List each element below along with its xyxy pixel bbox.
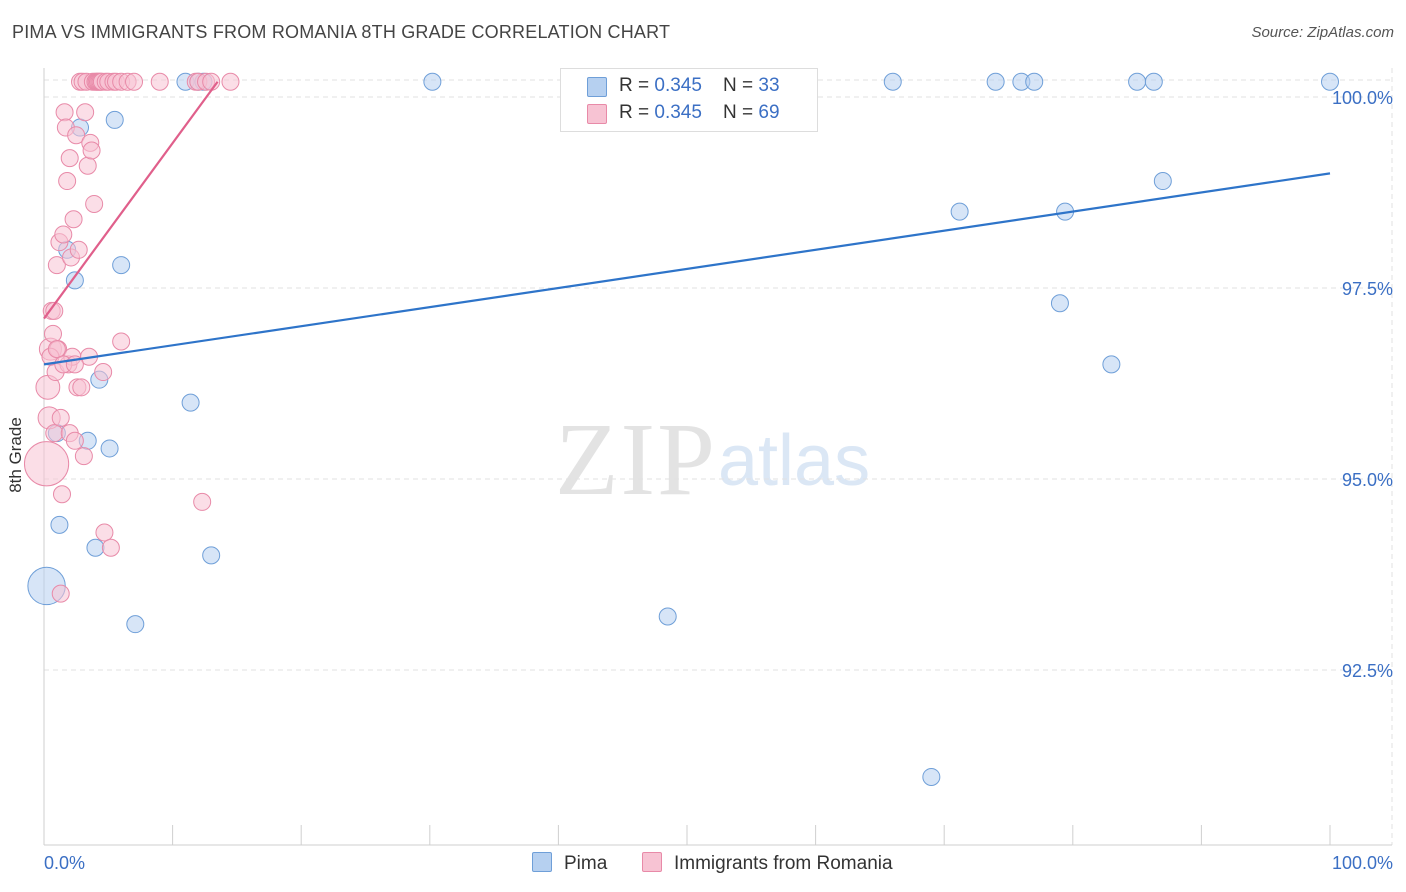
source-label: Source: ZipAtlas.com	[1251, 24, 1394, 41]
romania-point-29	[72, 378, 91, 397]
romania-point-63	[221, 72, 240, 91]
romania-r-label: R =	[619, 102, 655, 123]
pima-point-14	[202, 546, 221, 565]
romania-point-68	[45, 301, 64, 320]
romania-point-46	[94, 363, 113, 382]
pima-point-9	[100, 439, 119, 458]
pima-point-11	[112, 256, 131, 275]
romania-point-56	[125, 72, 144, 91]
pima-point-20	[922, 767, 941, 786]
romania-point-57	[150, 72, 169, 91]
romania-point-6	[45, 424, 64, 443]
romania-point-8	[47, 256, 66, 275]
pima-point-23	[986, 72, 1005, 91]
watermark-zip: ZIP	[555, 402, 717, 517]
pima-point-22	[950, 202, 969, 221]
romania-n-value: 69	[758, 102, 780, 123]
romania-point-34	[78, 156, 97, 175]
romania-point-31	[74, 447, 93, 466]
pima-point-13	[181, 393, 200, 412]
bottom-legend-pima: Pima	[532, 852, 607, 875]
pima-point-32	[1321, 72, 1339, 91]
romania-point-37	[82, 141, 101, 160]
romania-point-20	[60, 149, 79, 168]
romania-point-27	[69, 240, 88, 259]
romania-point-24	[65, 431, 84, 450]
romania-point-14	[54, 225, 73, 244]
romania-point-54	[112, 332, 131, 351]
axes	[43, 68, 1392, 846]
romania-point-0	[23, 441, 70, 487]
pima-trend-line	[43, 172, 1331, 366]
bottom-legend-romania: Immigrants from Romania	[642, 852, 893, 875]
pima-point-3	[65, 271, 84, 290]
pima-point-28	[1102, 355, 1121, 374]
romania-swatch	[587, 104, 607, 124]
pima-point-1	[50, 515, 69, 534]
romania-point-17	[58, 172, 77, 191]
romania-n-label: N =	[723, 102, 759, 123]
chart-title: PIMA VS IMMIGRANTS FROM ROMANIA 8TH GRAD…	[12, 22, 671, 42]
romania-point-32	[76, 103, 95, 122]
pima-swatch	[587, 77, 607, 97]
romania-point-5	[44, 324, 63, 343]
pima-points	[27, 72, 1339, 786]
romania-point-39	[85, 194, 104, 213]
romania-point-15	[55, 103, 74, 122]
pima-point-18	[423, 72, 442, 91]
y-tick-label-2: 95.0%	[1342, 470, 1393, 490]
watermark-atlas: atlas	[718, 421, 871, 501]
romania-point-12	[51, 584, 70, 603]
romania-point-23	[64, 210, 83, 229]
pima-point-12	[126, 615, 145, 634]
y-tick-label-1: 97.5%	[1342, 279, 1393, 299]
romania-point-65	[47, 340, 66, 359]
bottom-pima-swatch	[532, 852, 552, 872]
pima-r-value: 0.345	[654, 75, 702, 96]
romania-point-60	[193, 492, 212, 511]
x-tick-label-start: 0.0%	[44, 853, 85, 873]
y-tick-label-0: 100.0%	[1332, 88, 1393, 108]
tick-labels: 100.0% 97.5% 95.0% 92.5% 0.0% 100.0%	[44, 88, 1393, 873]
romania-point-11	[51, 408, 70, 427]
romania-point-13	[53, 485, 72, 504]
pima-point-19	[658, 607, 677, 626]
pima-point-26	[1050, 294, 1069, 313]
grid-lines	[44, 68, 1393, 845]
bottom-romania-label: Immigrants from Romania	[674, 853, 893, 874]
x-tick-label-end: 100.0%	[1332, 853, 1393, 873]
bottom-romania-swatch	[642, 852, 662, 872]
romania-point-25	[67, 126, 86, 145]
romania-trend-line	[43, 81, 219, 320]
y-tick-label-3: 92.5%	[1342, 661, 1393, 681]
pima-point-21	[883, 72, 902, 91]
trend-lines	[43, 81, 1331, 366]
bottom-pima-label: Pima	[564, 853, 608, 874]
pima-point-8	[86, 538, 105, 557]
correlation-legend: R = 0.345 N = 33 R = 0.345 N = 69	[560, 68, 818, 132]
pima-r-label: R =	[619, 75, 655, 96]
romania-point-50	[101, 538, 120, 557]
romania-points	[23, 72, 240, 603]
pima-point-6	[105, 110, 124, 129]
romania-point-47	[95, 523, 114, 542]
pima-point-29	[1128, 72, 1147, 91]
pima-point-31	[1153, 172, 1172, 191]
pima-point-30	[1144, 72, 1163, 91]
pima-n-value: 33	[758, 75, 780, 96]
romania-r-value: 0.345	[654, 102, 702, 123]
pima-point-25	[1025, 72, 1044, 91]
pima-n-label: N =	[723, 75, 759, 96]
